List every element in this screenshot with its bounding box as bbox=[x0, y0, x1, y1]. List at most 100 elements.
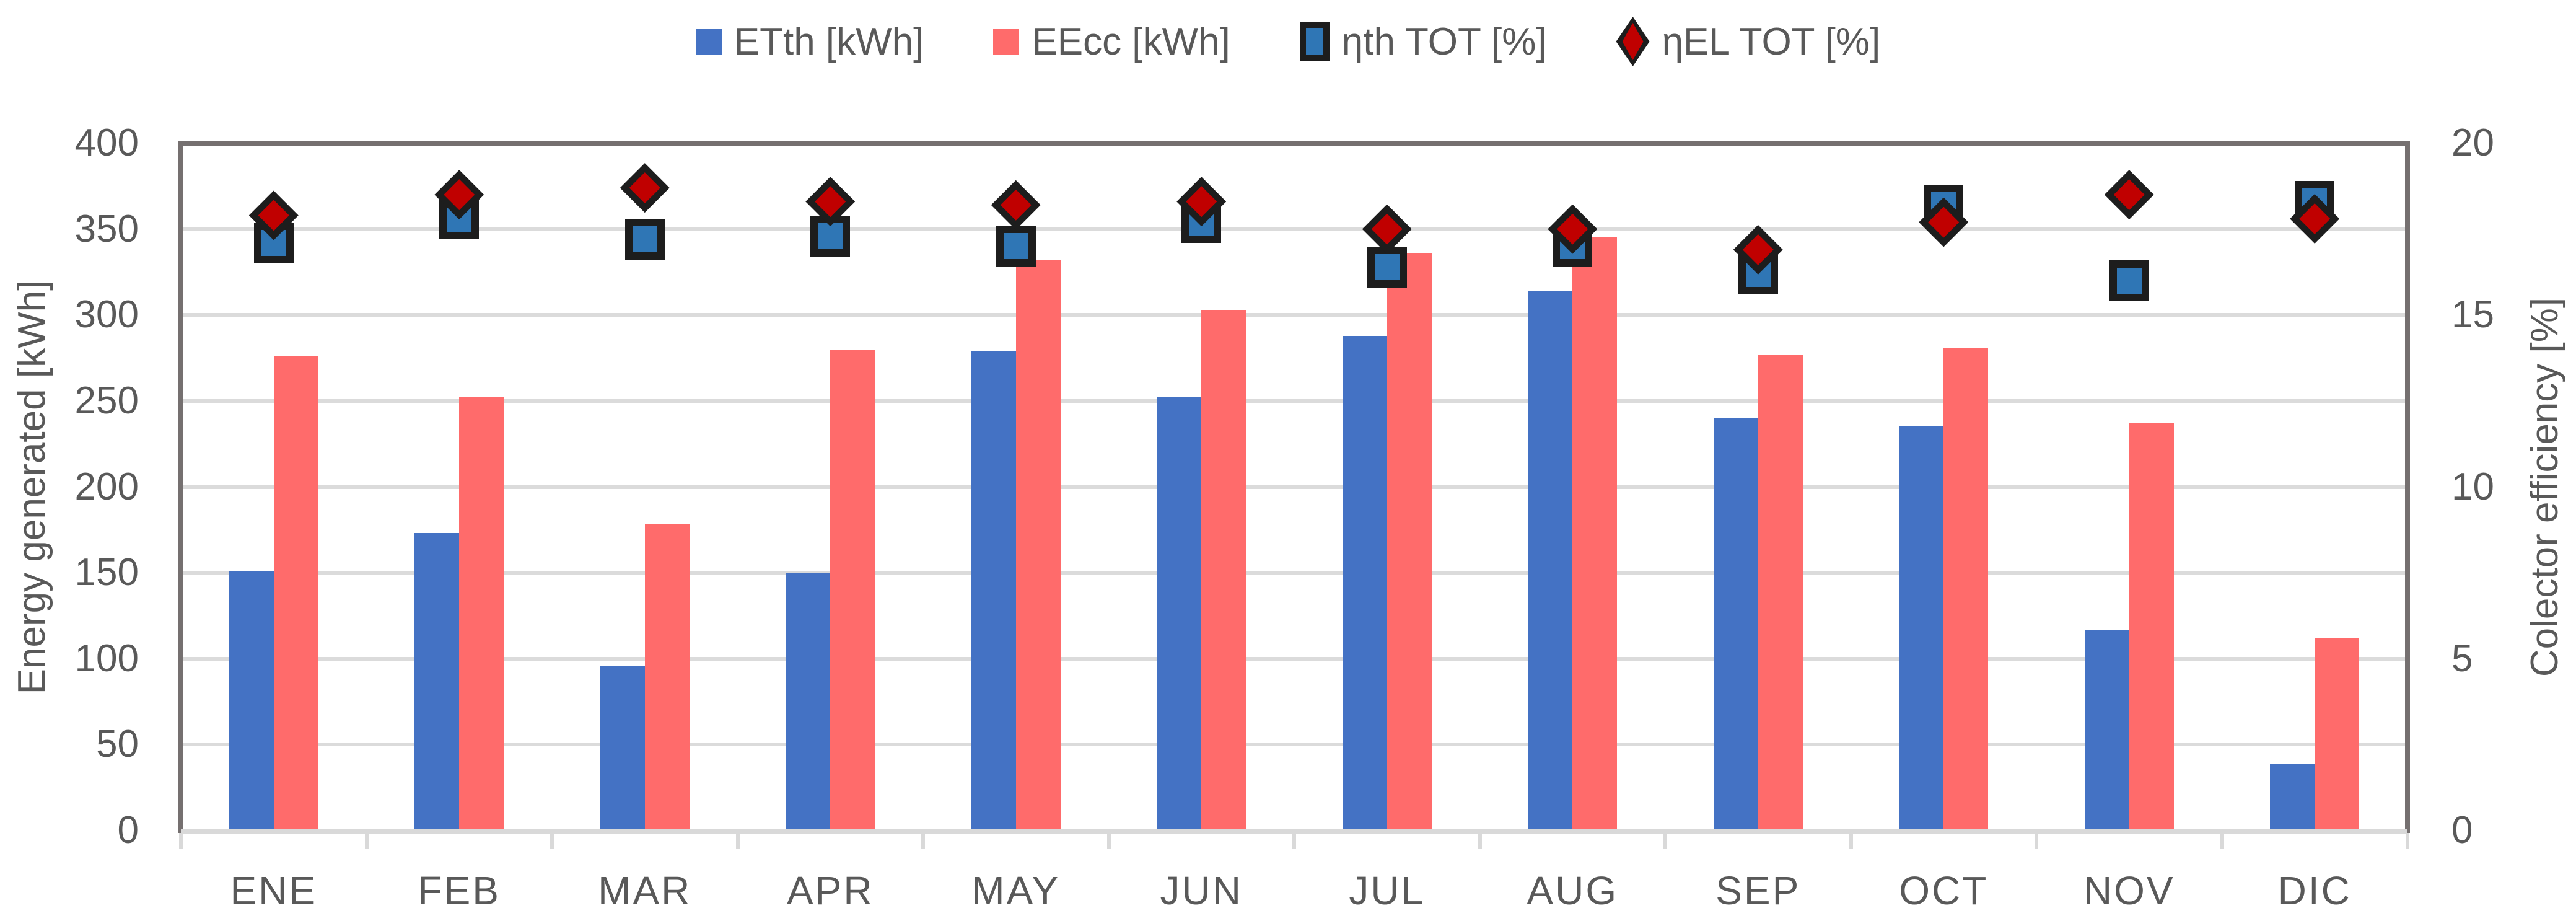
marker-eta-el bbox=[1176, 177, 1227, 227]
legend-diamond-icon bbox=[1616, 17, 1650, 66]
marker-eta-el bbox=[991, 180, 1041, 230]
x-axis-tick bbox=[1292, 833, 1296, 849]
marker-eta-el bbox=[1548, 204, 1598, 254]
bar-eecc bbox=[830, 349, 875, 829]
bar-eecc bbox=[273, 356, 318, 829]
marker-eta-el bbox=[2104, 170, 2154, 220]
y-axis-tick-label-right: 10 bbox=[2451, 465, 2494, 508]
bar-eecc bbox=[1758, 355, 1803, 829]
x-axis-label: FEB bbox=[418, 868, 501, 913]
legend-item: ETth [kWh] bbox=[695, 20, 924, 64]
y-axis-tick-label-right: 5 bbox=[2451, 637, 2473, 680]
x-axis-label: JUN bbox=[1160, 868, 1243, 913]
legend-label: EEcc [kWh] bbox=[1032, 20, 1230, 63]
y-axis-tick-label-left: 250 bbox=[74, 379, 139, 422]
x-axis-tick bbox=[2406, 833, 2409, 849]
plot-border-top bbox=[181, 141, 2407, 146]
bar-etth bbox=[600, 665, 645, 829]
marker-eta-el bbox=[2290, 193, 2340, 244]
bar-eecc bbox=[1201, 309, 1246, 829]
marker-eta-el bbox=[1362, 204, 1412, 254]
x-axis-tick bbox=[1478, 833, 1482, 849]
legend-label: ETth [kWh] bbox=[734, 20, 924, 63]
y-axis-tick-label-left: 200 bbox=[74, 465, 139, 508]
x-axis-tick bbox=[550, 833, 554, 849]
bar-etth bbox=[1713, 418, 1758, 829]
y-axis-tick-label-left: 150 bbox=[74, 551, 139, 594]
y-axis-tick-label-left: 100 bbox=[74, 637, 139, 680]
marker-eta-th bbox=[624, 219, 665, 260]
legend-item: EEcc [kWh] bbox=[993, 20, 1230, 64]
x-axis-tick bbox=[1106, 833, 1111, 849]
bar-eecc bbox=[644, 524, 690, 829]
legend-bordered-square-icon bbox=[1299, 22, 1330, 61]
x-axis-tick bbox=[735, 833, 740, 849]
x-axis-tick bbox=[2035, 833, 2038, 849]
x-axis-label: OCT bbox=[1899, 868, 1989, 913]
bar-eecc bbox=[1943, 347, 1989, 829]
plot-area bbox=[178, 141, 2410, 849]
marker-eta-el bbox=[805, 177, 856, 227]
y-axis-tick-label-left: 400 bbox=[74, 121, 139, 164]
gridline bbox=[181, 227, 2407, 231]
gridline bbox=[181, 743, 2407, 747]
x-axis-tick bbox=[921, 833, 925, 849]
x-axis-label: DIC bbox=[2277, 868, 2352, 913]
y-axis-tick-label-right: 15 bbox=[2451, 293, 2494, 337]
y-axis-tick-label-left: 350 bbox=[74, 207, 139, 250]
bar-etth bbox=[971, 351, 1016, 829]
x-axis-label: MAY bbox=[971, 868, 1061, 913]
marker-eta-th bbox=[996, 226, 1036, 267]
plot-border-left bbox=[178, 141, 183, 833]
legend-item: ηth TOT [%] bbox=[1299, 20, 1547, 64]
y-axis-tick-label-left: 50 bbox=[96, 723, 139, 766]
bar-etth bbox=[229, 571, 274, 829]
x-axis-label: AUG bbox=[1527, 868, 1619, 913]
legend-label: ηEL TOT [%] bbox=[1662, 20, 1881, 63]
bar-eecc bbox=[1387, 253, 1432, 829]
x-axis-line bbox=[181, 829, 2407, 834]
marker-eta-th bbox=[2109, 260, 2149, 301]
bar-etth bbox=[2084, 629, 2129, 829]
gridline bbox=[181, 656, 2407, 661]
marker-eta-el bbox=[434, 170, 484, 220]
gridline bbox=[181, 571, 2407, 575]
bar-etth bbox=[414, 533, 460, 829]
bar-eecc bbox=[1572, 237, 1618, 829]
bar-etth bbox=[1342, 335, 1387, 829]
y-axis-tick-label-left: 0 bbox=[117, 809, 139, 852]
legend-square-icon bbox=[695, 29, 722, 55]
x-axis-label: SEP bbox=[1715, 868, 1801, 913]
gridline bbox=[181, 485, 2407, 489]
bar-eecc bbox=[459, 397, 504, 829]
gridline bbox=[181, 399, 2407, 403]
bar-etth bbox=[2270, 763, 2315, 829]
marker-eta-el bbox=[620, 163, 670, 213]
bar-eecc bbox=[2129, 423, 2174, 829]
y-axis-tick-label-left: 300 bbox=[74, 293, 139, 337]
bar-eecc bbox=[1015, 260, 1061, 829]
bar-etth bbox=[786, 573, 831, 829]
legend-label: ηth TOT [%] bbox=[1341, 20, 1547, 63]
x-axis-tick bbox=[2220, 833, 2224, 849]
x-axis-label: APR bbox=[786, 868, 874, 913]
x-axis-tick bbox=[179, 833, 183, 849]
gridline bbox=[181, 313, 2407, 317]
bar-etth bbox=[1528, 291, 1573, 829]
y-axis-tick-label-right: 20 bbox=[2451, 121, 2494, 164]
x-axis-label: NOV bbox=[2083, 868, 2175, 913]
x-axis-label: MAR bbox=[598, 868, 692, 913]
bar-etth bbox=[1157, 397, 1202, 829]
chart-legend: ETth [kWh] EEcc [kWh] ηth TOT [%] ηEL TOT [… bbox=[0, 14, 2576, 69]
x-axis-tick bbox=[1663, 833, 1667, 849]
marker-eta-el bbox=[1919, 197, 1969, 247]
legend-item: ηEL TOT [%] bbox=[1616, 17, 1881, 66]
bar-etth bbox=[1899, 426, 1944, 829]
marker-eta-el bbox=[248, 190, 299, 240]
x-axis-tick bbox=[1849, 833, 1853, 849]
marker-eta-el bbox=[1733, 224, 1783, 275]
bar-eecc bbox=[2315, 638, 2360, 829]
x-axis-label: JUL bbox=[1349, 868, 1426, 913]
plot-border-right bbox=[2405, 141, 2410, 833]
